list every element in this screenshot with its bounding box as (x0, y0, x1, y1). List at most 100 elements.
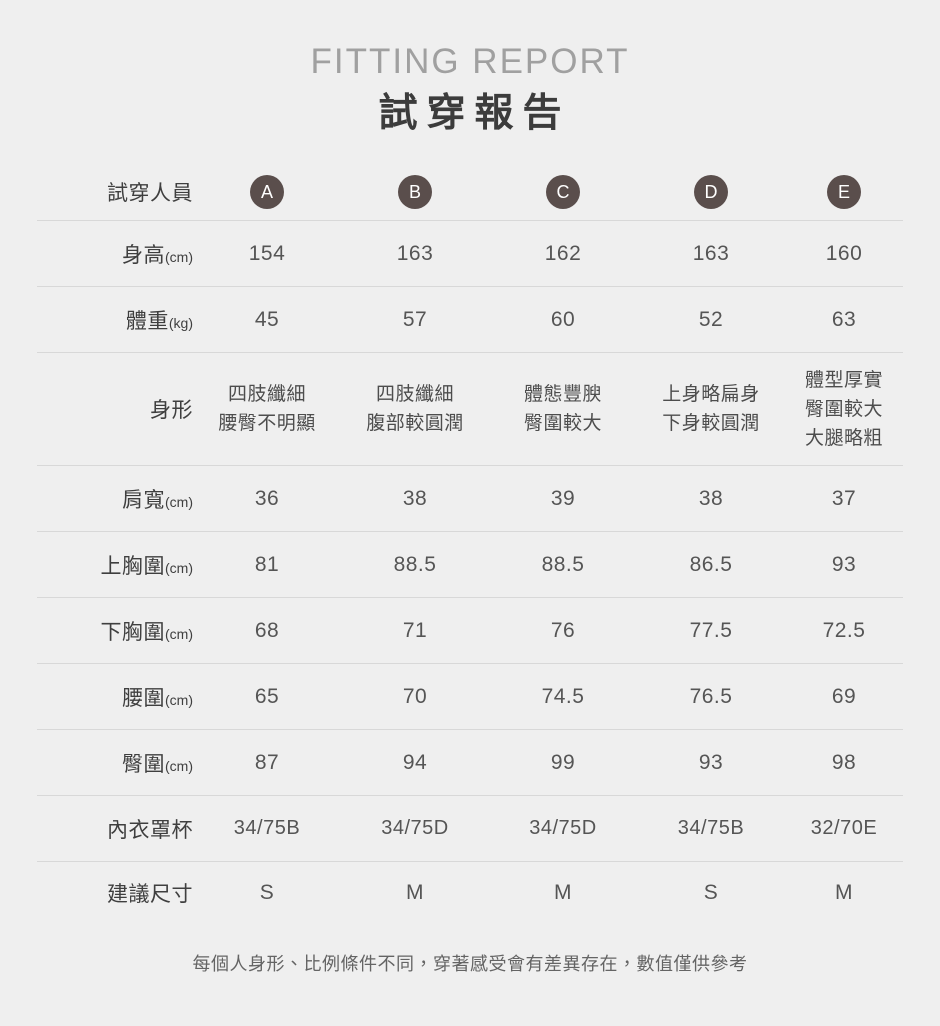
cell-body-shape-b: 四肢纖細 腹部較圓潤 (341, 352, 489, 466)
model-badge-c: C (546, 175, 580, 209)
row-label-weight: 體重(kg) (37, 286, 193, 353)
cell-body-shape-a: 四肢纖細 腰臀不明顯 (193, 352, 341, 466)
cell-bra-size-b: 34/75D (341, 795, 489, 862)
cell-weight-b: 57 (341, 286, 489, 353)
shape-line: 臀圍較大 (523, 413, 602, 434)
cell-height-b: 163 (341, 220, 489, 287)
cell-shoulder-e: 37 (785, 465, 903, 532)
table-header-row: 試穿人員 A B C D E (37, 164, 903, 221)
shape-line: 腹部較圓潤 (366, 413, 464, 434)
cell-upper-bust-b: 88.5 (341, 531, 489, 598)
shape-line: 臀圍較大 (804, 398, 883, 420)
model-badge-b: B (398, 175, 432, 209)
table-row-recommended-size: 建議尺寸 S M M S M (37, 862, 903, 925)
table-cell-model-a: A (193, 164, 341, 221)
cell-waist-e: 69 (785, 663, 903, 730)
table-cell-model-b: B (341, 164, 489, 221)
cell-recommended-size-b: M (406, 881, 424, 904)
shape-line: 上身略扁身 (662, 384, 760, 405)
cell-hip-a: 87 (193, 729, 341, 796)
row-label-height: 身高(cm) (37, 220, 193, 287)
cell-body-shape-c: 體態豐腴 臀圍較大 (489, 352, 637, 466)
cell-waist-d: 76.5 (637, 663, 785, 730)
row-label-shoulder-width-text: 肩寬 (122, 488, 165, 512)
cell-waist-b: 70 (341, 663, 489, 730)
cell-recommended-size-c: M (554, 881, 572, 904)
shape-line: 大腿略粗 (804, 427, 883, 449)
cell-bra-size-e: 32/70E (785, 795, 903, 862)
row-label-waist: 腰圍(cm) (37, 663, 193, 730)
model-badge-d: D (694, 175, 728, 209)
cell-upper-bust-e: 93 (785, 531, 903, 598)
cell-hip-e: 98 (785, 729, 903, 796)
model-badge-a: A (250, 175, 284, 209)
row-unit-weight: (kg) (168, 314, 193, 331)
table-row-shoulder-width: 肩寬(cm) 36 38 39 38 37 (37, 465, 903, 532)
shape-line: 腰臀不明顯 (218, 413, 316, 434)
row-label-upper-bust: 上胸圍(cm) (37, 531, 193, 598)
table-cell-model-c: C (489, 164, 637, 221)
cell-shoulder-c: 39 (489, 465, 637, 532)
model-badge-e: E (827, 175, 861, 209)
cell-body-shape-e: 體型厚實 臀圍較大 大腿略粗 (785, 352, 903, 466)
disclaimer-note: 每個人身形、比例條件不同，穿著感受會有差異存在，數值僅供參考 (192, 954, 748, 974)
title-block: FITTING REPORT 試穿報告 (0, 0, 940, 142)
cell-under-bust-c: 76 (489, 597, 637, 664)
cell-weight-e: 63 (785, 286, 903, 353)
shape-line: 體態豐腴 (523, 384, 602, 405)
cell-height-e: 160 (785, 220, 903, 287)
fitting-table-wrapper: 試穿人員 A B C D E (37, 164, 903, 924)
row-unit-shoulder-width: (cm) (165, 493, 193, 510)
table-row-weight: 體重(kg) 45 57 60 52 63 (37, 286, 903, 353)
table-row-waist: 腰圍(cm) 65 70 74.5 76.5 69 (37, 663, 903, 730)
row-label-under-bust: 下胸圍(cm) (37, 597, 193, 664)
cell-weight-a: 45 (193, 286, 341, 353)
cell-waist-a: 65 (193, 663, 341, 730)
table-cell-model-d: D (637, 164, 785, 221)
cell-upper-bust-a: 81 (193, 531, 341, 598)
shape-line: 四肢纖細 (375, 384, 454, 405)
page-title-chinese: 試穿報告 (378, 92, 571, 135)
row-unit-under-bust: (cm) (165, 625, 193, 642)
cell-recommended-size-e: M (835, 881, 853, 904)
cell-body-shape-d: 上身略扁身 下身較圓潤 (637, 352, 785, 466)
row-label-under-bust-text: 下胸圍 (100, 620, 165, 644)
header-row-label: 試穿人員 (37, 164, 193, 221)
cell-under-bust-b: 71 (341, 597, 489, 664)
cell-waist-c: 74.5 (489, 663, 637, 730)
table-row-upper-bust: 上胸圍(cm) 81 88.5 88.5 86.5 93 (37, 531, 903, 598)
row-unit-hip: (cm) (165, 757, 193, 774)
page-title-english: FITTING REPORT (310, 42, 630, 81)
cell-bra-size-c: 34/75D (489, 795, 637, 862)
shape-line: 四肢纖細 (227, 384, 306, 405)
row-label-height-text: 身高 (122, 243, 165, 267)
cell-under-bust-a: 68 (193, 597, 341, 664)
row-label-waist-text: 腰圍 (122, 686, 165, 710)
row-unit-height: (cm) (165, 248, 193, 265)
row-unit-upper-bust: (cm) (165, 559, 193, 576)
table-row-bra-size: 內衣罩杯 34/75B 34/75D 34/75D 34/75B 32/70E (37, 795, 903, 862)
cell-under-bust-e: 72.5 (785, 597, 903, 664)
row-label-weight-text: 體重 (125, 309, 169, 333)
cell-under-bust-d: 77.5 (637, 597, 785, 664)
cell-hip-b: 94 (341, 729, 489, 796)
cell-recommended-size-a: S (259, 881, 275, 904)
cell-upper-bust-c: 88.5 (489, 531, 637, 598)
shape-line: 體型厚實 (804, 369, 883, 391)
cell-shoulder-d: 38 (637, 465, 785, 532)
row-label-bra-size: 內衣罩杯 (37, 795, 193, 862)
row-unit-waist: (cm) (165, 691, 193, 708)
cell-upper-bust-d: 86.5 (637, 531, 785, 598)
cell-hip-d: 93 (637, 729, 785, 796)
cell-height-c: 162 (489, 220, 637, 287)
row-label-body-shape: 身形 (37, 352, 193, 466)
cell-weight-c: 60 (489, 286, 637, 353)
cell-height-a: 154 (193, 220, 341, 287)
table-row-under-bust: 下胸圍(cm) 68 71 76 77.5 72.5 (37, 597, 903, 664)
table-row-body-shape: 身形 四肢纖細 腰臀不明顯 四肢纖細 腹部較圓潤 體態豐腴 臀圍較大 上身略扁 (37, 352, 903, 466)
cell-hip-c: 99 (489, 729, 637, 796)
row-label-hip: 臀圍(cm) (37, 729, 193, 796)
cell-height-d: 163 (637, 220, 785, 287)
cell-recommended-size-d: S (703, 881, 719, 904)
